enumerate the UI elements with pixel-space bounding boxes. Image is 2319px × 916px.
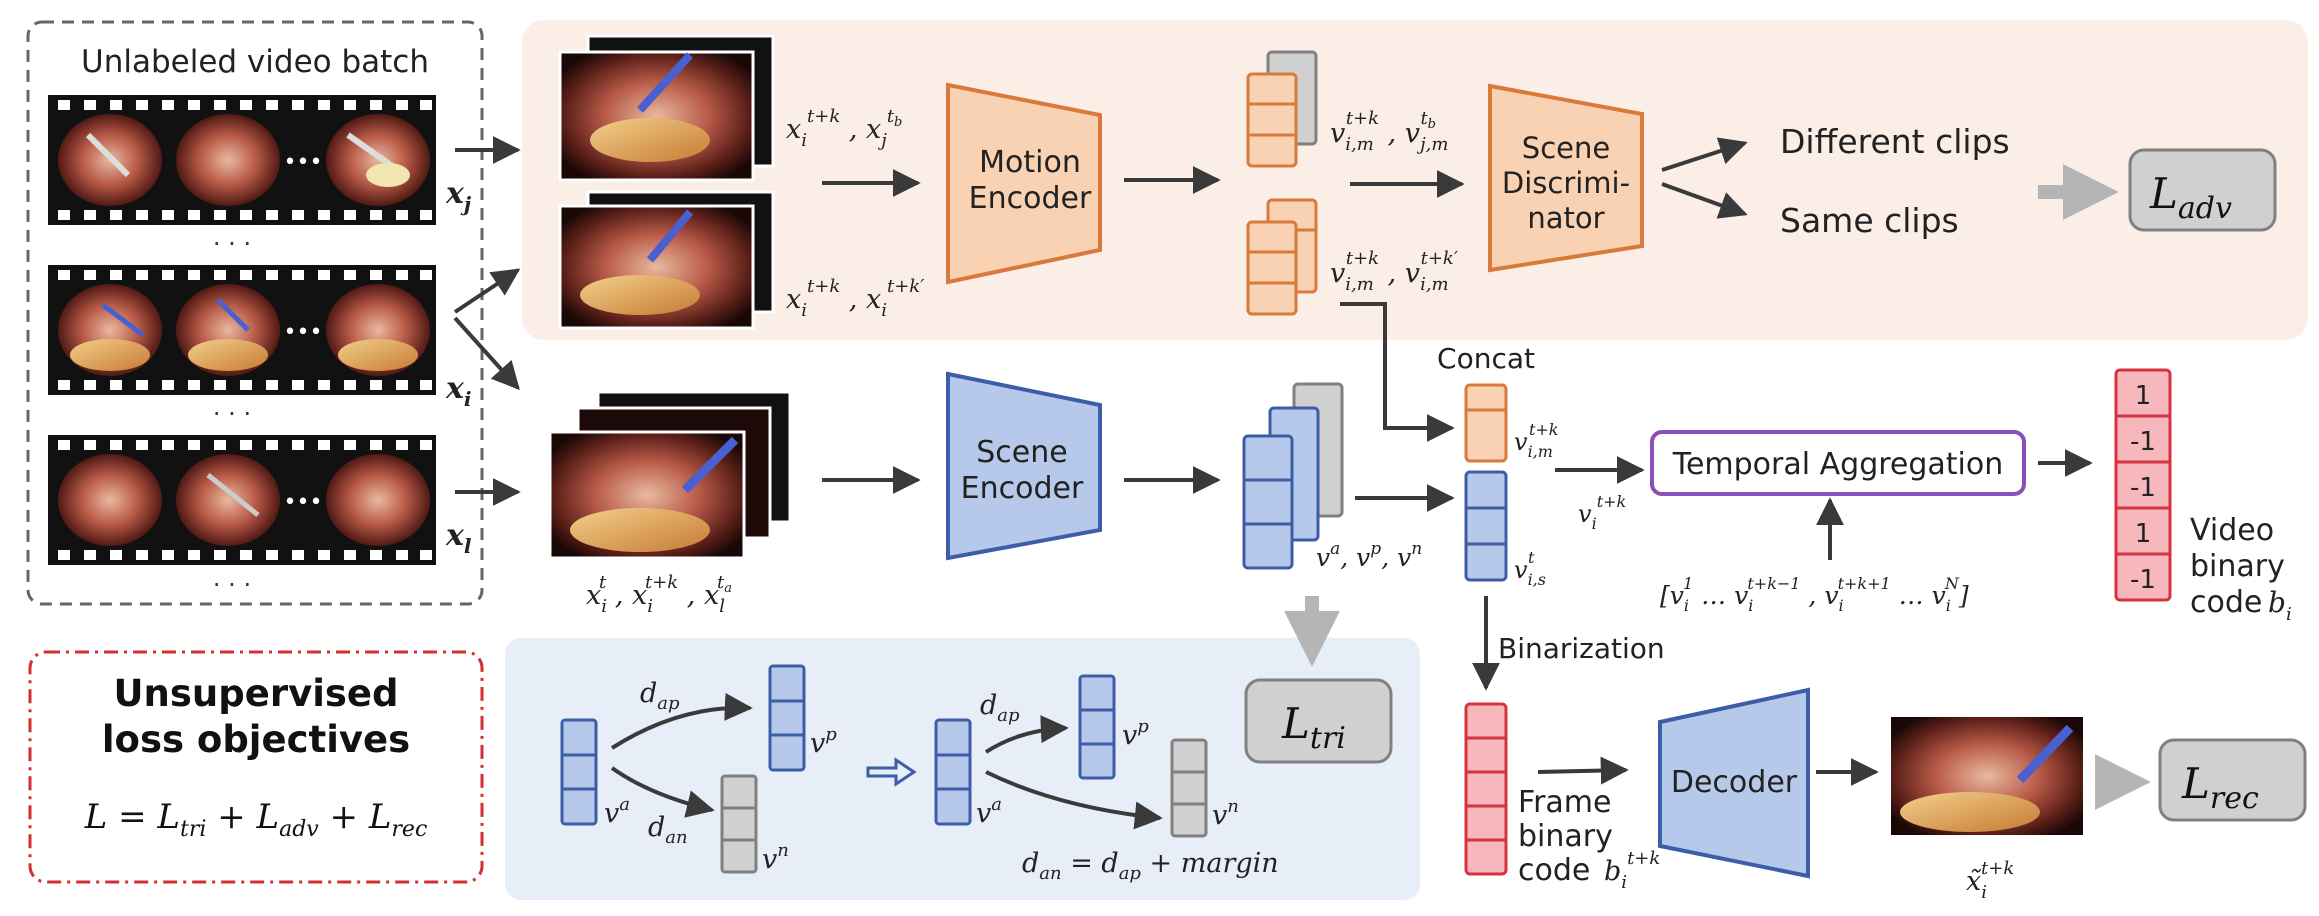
motion-encoder-label-2: Encoder bbox=[969, 181, 1092, 216]
triplet-anchor-left bbox=[560, 718, 598, 826]
motion-input-frames-bottom bbox=[558, 190, 775, 330]
strip-dots: ••• bbox=[284, 320, 323, 345]
arrow-motion-to-concat bbox=[1340, 302, 1455, 442]
decoder bbox=[1658, 687, 1810, 879]
sequence-label: [vi1 … vit+k−1 , vit+k+1 … viN] bbox=[1660, 574, 1969, 615]
motion-encoder bbox=[946, 82, 1102, 285]
concat-top-label: vi,mt+k bbox=[1514, 420, 1558, 461]
temporal-aggregation-box bbox=[1650, 430, 2026, 496]
binarization-label: Binarization bbox=[1498, 632, 1665, 665]
motion-input-frames-top bbox=[558, 34, 775, 182]
frame-code-var: bit+k bbox=[1604, 848, 1660, 893]
binary-cell-1: 1 bbox=[2135, 381, 2152, 411]
dap-curve-right bbox=[984, 715, 1069, 754]
triplet-positive-right bbox=[1078, 674, 1116, 780]
tri-loss-box bbox=[1244, 678, 1393, 764]
video-batch-box bbox=[26, 20, 484, 606]
temporal-aggregation-label: Temporal Aggregation bbox=[1672, 447, 2004, 482]
dan-curve-left bbox=[610, 766, 715, 818]
aggregation-input-label: vit+k bbox=[1578, 492, 1626, 533]
concat-bottom-label: vi,st bbox=[1514, 548, 1546, 589]
scene-feature-stack bbox=[1242, 382, 1344, 570]
binary-cell-3: -1 bbox=[2130, 473, 2156, 503]
batch-dots-2: · · · bbox=[213, 400, 251, 428]
scene-input-label: xit , xit+k , xlta bbox=[586, 572, 732, 617]
strip-dots: ••• bbox=[284, 150, 323, 175]
loss-title-line2: loss objectives bbox=[102, 718, 410, 761]
frame-code-label-1: Frame bbox=[1518, 785, 1611, 820]
adv-loss-box bbox=[2128, 148, 2277, 232]
frame-binary-code bbox=[1464, 702, 1508, 876]
reconstructed-var: x̃it+k bbox=[1966, 858, 2014, 903]
discriminator-output-arrows bbox=[1661, 137, 1748, 219]
motion-feature-stack-top bbox=[1246, 50, 1318, 168]
scene-encoder-label-1: Scene bbox=[976, 435, 1067, 470]
scene-encoder-label-2: Encoder bbox=[961, 471, 1084, 506]
dap-curve-left bbox=[610, 692, 753, 750]
video-binary-code: 1 -1 -1 1 -1 bbox=[2114, 368, 2172, 602]
binary-cell-4: 1 bbox=[2135, 519, 2152, 549]
motion-feature-stack-bottom bbox=[1246, 198, 1318, 316]
triplet-positive-left bbox=[768, 664, 806, 772]
triplet-negative-left bbox=[720, 774, 758, 874]
batch-dots-3: · · · bbox=[213, 571, 251, 599]
frame-code-label-3: code bbox=[1518, 853, 1590, 888]
scene-input-frames bbox=[548, 390, 792, 560]
loss-title-line1: Unsupervised bbox=[114, 672, 399, 715]
hollow-arrow bbox=[866, 757, 917, 787]
scene-feature-label: va, vp, vn bbox=[1316, 539, 1422, 572]
loss-objectives-box bbox=[28, 650, 484, 884]
arrow-to-decoder bbox=[1537, 756, 1629, 785]
output-different-clips: Different clips bbox=[1780, 122, 2010, 161]
loss-formula: L = Ltri + Ladv + Lrec bbox=[84, 797, 428, 842]
strip-label-i: xi bbox=[445, 371, 472, 411]
batch-dots-1: · · · bbox=[213, 230, 251, 258]
motion-encoder-label-1: Motion bbox=[979, 145, 1081, 180]
frame-code-label-2: binary bbox=[1518, 819, 1613, 854]
video-strip-i: ••• bbox=[48, 265, 436, 395]
video-batch-title: Unlabeled video batch bbox=[81, 44, 429, 80]
scene-encoder bbox=[946, 371, 1102, 561]
concat-scene-feature bbox=[1464, 470, 1508, 582]
strip-label-l: xl bbox=[445, 518, 472, 558]
video-code-var: bi bbox=[2268, 586, 2292, 625]
dan-curve-right bbox=[985, 770, 1163, 830]
concat-motion-feature bbox=[1464, 383, 1508, 463]
video-code-label-1: Video bbox=[2190, 513, 2274, 548]
scene-discriminator bbox=[1488, 83, 1644, 273]
video-code-label-3: code bbox=[2190, 585, 2262, 620]
output-same-clips: Same clips bbox=[1780, 201, 1959, 240]
vp-label-right: vp bbox=[1122, 716, 1149, 751]
rec-loss-box bbox=[2158, 738, 2307, 822]
triplet-negative-right bbox=[1170, 738, 1208, 838]
batch-arrows bbox=[453, 136, 521, 506]
strip-dots: ••• bbox=[284, 490, 323, 515]
concat-label: Concat bbox=[1437, 342, 1535, 375]
binary-cell-5: -1 bbox=[2130, 565, 2156, 595]
decoder-label: Decoder bbox=[1671, 765, 1798, 800]
margin-formula: dan = dap + margin bbox=[1022, 848, 1279, 884]
video-strip-l: ••• bbox=[48, 435, 436, 565]
triplet-anchor-right bbox=[934, 718, 972, 826]
strip-label-j: xj bbox=[445, 176, 472, 216]
video-strip-j: ••• bbox=[48, 95, 436, 225]
binary-cell-2: -1 bbox=[2130, 427, 2156, 457]
discriminator-label-2: Discrimi- bbox=[1502, 166, 1630, 200]
discriminator-label-1: Scene bbox=[1522, 131, 1610, 165]
video-code-label-2: binary bbox=[2190, 549, 2285, 584]
discriminator-label-3: nator bbox=[1527, 201, 1604, 235]
reconstructed-frame bbox=[1889, 715, 2085, 837]
